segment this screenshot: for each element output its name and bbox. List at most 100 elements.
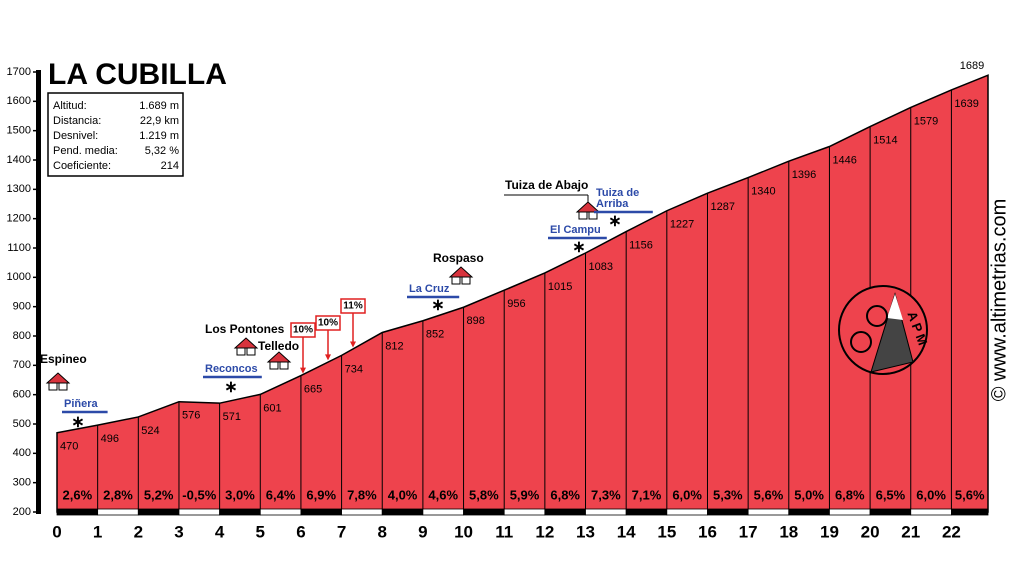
grade-mark: 11%	[343, 301, 363, 312]
x-tick-label: 16	[698, 522, 717, 541]
info-label: Pend. media:	[53, 145, 118, 157]
wall	[578, 211, 588, 220]
km-stripe	[178, 508, 221, 516]
x-tick-label: 22	[942, 522, 961, 541]
km-stripe	[56, 508, 99, 516]
km-stripe	[747, 508, 790, 516]
km-stripe	[788, 508, 830, 516]
y-tick-label: 900	[13, 301, 31, 313]
gradient-label: 4,6%	[428, 487, 458, 502]
info-value: 22,9 km	[140, 115, 179, 127]
x-tick-label: 3	[174, 522, 183, 541]
house-icon	[448, 266, 474, 285]
gradient-label: 5,3%	[713, 487, 743, 502]
km-stripe	[869, 508, 912, 516]
km-stripe	[910, 508, 952, 516]
km-stripe	[341, 508, 383, 516]
roof	[448, 266, 474, 278]
grade-mark: 10%	[318, 318, 338, 329]
gradient-label: 5,2%	[144, 487, 174, 502]
y-tick-label: 1400	[7, 154, 31, 166]
km-stripe	[503, 508, 546, 516]
elevation-label: 576	[182, 410, 200, 422]
logo-snow	[887, 294, 903, 320]
place-label: Telledo	[258, 339, 299, 353]
wall	[269, 361, 279, 370]
info-label: Desnivel:	[53, 130, 98, 142]
km-stripe	[259, 508, 302, 516]
x-tick-label: 20	[861, 522, 880, 541]
x-tick-label: 13	[576, 522, 595, 541]
gradient-label: 5,9%	[510, 487, 540, 502]
info-value: 214	[161, 160, 179, 172]
km-stripe	[97, 508, 139, 516]
elevation-label: 1083	[589, 261, 613, 273]
place-label: Espineo	[40, 352, 87, 366]
elevation-label: 956	[507, 298, 525, 310]
elevation-label: 1227	[670, 219, 694, 231]
elevation-label: 496	[101, 433, 119, 445]
km-stripe	[544, 508, 586, 516]
y-tick-label: 1500	[7, 125, 31, 137]
pass-label: Reconcos	[205, 363, 258, 375]
elevation-label: 1396	[792, 169, 816, 181]
gradient-label: 2,8%	[103, 487, 133, 502]
elevation-label: 1514	[873, 134, 897, 146]
y-tick-label: 300	[13, 477, 31, 489]
y-tick-label: 200	[13, 506, 31, 518]
grade-arrowhead	[350, 341, 356, 348]
km-stripe	[625, 508, 668, 516]
km-stripe	[219, 508, 261, 516]
y-tick-label: 1300	[7, 183, 31, 195]
logo: APM	[838, 285, 932, 375]
house-icon	[266, 351, 292, 370]
info-label: Coeficiente:	[53, 160, 111, 172]
wall	[279, 361, 289, 370]
x-tick-label: 1	[93, 522, 102, 541]
elevation-label: 1156	[629, 239, 653, 251]
x-tick-label: 0	[52, 522, 61, 541]
wall	[461, 276, 471, 285]
elevation-label: 1015	[548, 281, 572, 293]
y-tick-label: 1700	[7, 66, 31, 78]
wall	[48, 382, 58, 391]
roof	[575, 201, 601, 213]
pass-label: Arriba	[596, 198, 629, 210]
km-stripe	[666, 508, 708, 516]
wall	[236, 347, 246, 356]
wall	[451, 276, 461, 285]
roof	[266, 351, 292, 363]
house-icon	[575, 201, 601, 220]
grade-arrowhead	[325, 354, 331, 361]
km-stripe	[381, 508, 424, 516]
place-label: Rospaso	[433, 251, 484, 265]
km-stripe	[829, 508, 871, 516]
km-stripe	[707, 508, 749, 516]
y-tick-label: 400	[13, 447, 31, 459]
x-tick-label: 11	[495, 522, 513, 541]
elevation-label: 1287	[710, 201, 734, 213]
x-tick-label: 21	[901, 522, 920, 541]
logo-mountain	[870, 292, 914, 373]
gradient-label: 5,6%	[754, 487, 784, 502]
elevation-label: 1446	[832, 154, 856, 166]
gradient-label: 5,8%	[469, 487, 499, 502]
x-tick-label: 10	[454, 522, 473, 541]
pass-label: El Campu	[550, 224, 601, 236]
profile-area	[56, 74, 989, 513]
wall	[58, 382, 68, 391]
x-tick-label: 9	[418, 522, 427, 541]
elevation-label: 1639	[954, 98, 978, 110]
watermark: © www.altimetrias.com	[988, 199, 1010, 402]
elevation-label: 524	[141, 425, 159, 437]
gradient-label: 3,0%	[225, 487, 255, 502]
house-icon	[233, 337, 259, 356]
y-tick-label: 800	[13, 330, 31, 342]
y-tick-label: 1100	[7, 242, 31, 254]
roof	[45, 372, 71, 384]
x-tick-label: 14	[617, 522, 636, 541]
star-icon: ∗	[431, 297, 444, 314]
elevation-label: 1579	[914, 115, 938, 127]
y-tick-label: 1200	[7, 213, 31, 225]
